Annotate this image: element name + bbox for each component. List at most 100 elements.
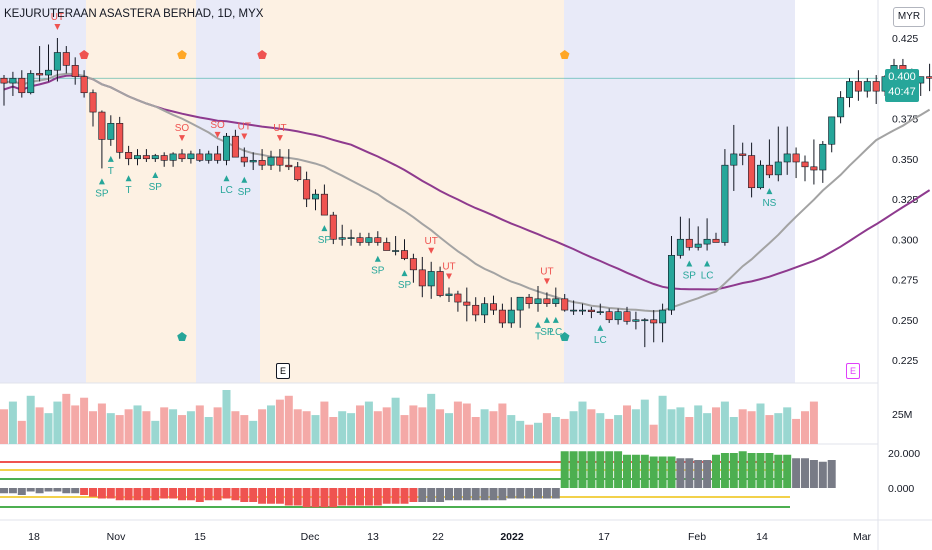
oscillator-bar — [658, 456, 667, 488]
oscillator-bar — [160, 488, 169, 499]
last-price-tag: 0.400 40:47 — [885, 69, 919, 102]
candle-body — [810, 166, 818, 171]
signal-label: T — [108, 166, 114, 177]
oscillator-bar — [818, 461, 827, 488]
candle-body — [872, 81, 880, 92]
oscillator-bar — [792, 458, 801, 488]
candle-body — [552, 298, 560, 304]
oscillator-bar — [142, 488, 151, 501]
volume-bar — [738, 409, 747, 444]
volume-bar — [80, 397, 89, 444]
signal-up-arrow — [374, 255, 381, 262]
oscillator-bar — [801, 458, 809, 488]
currency-badge[interactable]: MYR — [893, 7, 925, 27]
earnings-marker-upcoming[interactable]: E — [846, 363, 860, 379]
oscillator-bar — [89, 488, 97, 497]
oscillator-bar — [26, 488, 35, 492]
volume-bar — [658, 395, 667, 444]
oscillator-bar — [551, 488, 560, 499]
volume-bar — [676, 407, 685, 444]
signal-down-arrow — [543, 278, 550, 285]
volume-bar — [356, 405, 364, 444]
candle-body — [338, 237, 346, 240]
oscillator-bar — [62, 488, 71, 494]
candle-body — [356, 237, 364, 243]
oscillator-bar — [676, 458, 685, 488]
signal-label: SO — [210, 120, 225, 131]
bar-countdown: 40:47 — [888, 86, 916, 98]
oscillator-bar — [569, 451, 578, 488]
oscillator-bar — [71, 488, 80, 494]
oscillator-bar — [516, 488, 525, 499]
signal-label: UT — [425, 236, 438, 247]
volume-bar — [267, 405, 275, 444]
signal-down-arrow — [179, 135, 185, 142]
ma-fast-line — [3, 72, 931, 313]
volume-bar — [507, 415, 516, 444]
candle-body — [739, 153, 747, 156]
oscillator-bar — [213, 488, 222, 501]
candle-body — [685, 238, 693, 248]
volume-bar — [480, 409, 489, 444]
signal-label: LC — [549, 327, 562, 338]
signal-label: UT — [442, 262, 455, 273]
candle-body — [721, 164, 729, 243]
oscillator-bar — [329, 488, 338, 508]
volume-bar — [462, 403, 471, 444]
volume-bar — [765, 415, 774, 444]
oscillator-bar — [133, 488, 142, 501]
oscillator-bar — [231, 488, 240, 501]
volume-bar — [178, 415, 186, 444]
oscillator-bar — [694, 460, 703, 488]
volume-bar — [809, 401, 818, 444]
oscillator-bar — [756, 453, 765, 488]
oscillator-bar — [747, 453, 756, 488]
oscillator-bar — [453, 488, 462, 501]
candle-body — [178, 153, 186, 160]
signal-label: SP — [318, 235, 332, 246]
volume-bar — [329, 417, 338, 444]
signal-label: UT — [238, 121, 251, 132]
oscillator-bar — [703, 460, 712, 488]
signal-label: LC — [220, 185, 233, 196]
oscillator-bar — [596, 451, 605, 488]
volume-bar — [774, 413, 783, 444]
candle-body — [516, 296, 524, 311]
candle-body — [463, 301, 471, 306]
signal-label: SP — [683, 271, 697, 282]
volume-bar — [667, 409, 676, 444]
chart-title: KEJURUTERAAN ASASTERA BERHAD, 1D, MYX — [4, 8, 264, 20]
volume-bar — [71, 405, 80, 444]
candle-body — [374, 237, 382, 243]
oscillator-bar — [542, 488, 551, 499]
volume-bar — [124, 409, 133, 444]
candle-body — [62, 52, 70, 66]
signal-label: LC — [701, 271, 714, 282]
candle-body — [71, 65, 79, 77]
oscillator-bar — [186, 488, 195, 501]
signal-up-arrow — [597, 324, 604, 331]
oscillator-bar — [738, 451, 747, 488]
earnings-marker[interactable]: E — [276, 363, 290, 379]
x-tick-label: 2022 — [500, 531, 524, 543]
candle-body — [276, 156, 284, 166]
volume-bar — [747, 411, 756, 444]
oscillator-bar — [240, 488, 249, 502]
volume-bar — [720, 401, 729, 444]
candle-body — [730, 153, 738, 166]
volume-bar — [640, 399, 649, 444]
volume-bar — [783, 407, 792, 444]
session-band — [196, 0, 260, 383]
volume-bar — [587, 409, 596, 444]
oscillator-bar — [35, 488, 44, 494]
candle-body — [561, 298, 569, 311]
oscillator-bar — [729, 453, 738, 488]
signal-down-arrow — [54, 24, 61, 30]
volume-bar — [382, 407, 391, 444]
oscillator-bar — [17, 488, 26, 495]
candle-body — [534, 298, 542, 304]
candle-body — [845, 81, 853, 98]
x-tick-label: 13 — [367, 531, 379, 543]
oscillator-bar — [649, 456, 658, 488]
